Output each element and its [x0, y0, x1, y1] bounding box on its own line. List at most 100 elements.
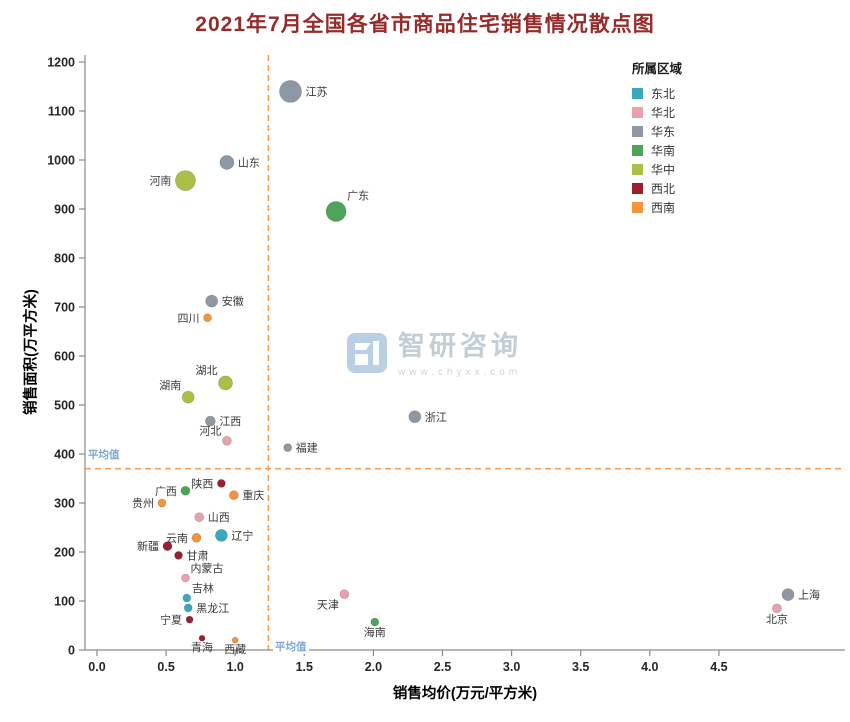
point-label-吉林: 吉林	[192, 581, 214, 595]
y-tick-label: 900	[54, 203, 75, 217]
point-山东	[219, 155, 235, 170]
average-value-label-y: 平均值	[86, 447, 122, 462]
x-tick-label: 2.0	[365, 660, 382, 674]
point-山西	[194, 512, 205, 523]
watermark-url: www.chyxx.com	[398, 366, 522, 378]
point-label-湖南: 湖南	[159, 379, 181, 392]
point-吉林	[182, 593, 192, 603]
point-label-云南: 云南	[166, 532, 188, 545]
point-浙江	[408, 410, 422, 424]
legend-swatch-icon	[632, 107, 643, 118]
point-湖北	[218, 375, 233, 391]
y-tick-label: 800	[54, 252, 75, 266]
y-tick-label: 700	[54, 301, 75, 315]
point-label-四川: 四川	[178, 313, 200, 325]
y-tick-label: 400	[54, 448, 75, 462]
point-四川	[203, 313, 212, 323]
point-重庆	[228, 490, 239, 501]
legend-swatch-icon	[632, 145, 643, 156]
point-福建	[283, 443, 293, 453]
watermark: 智研咨询 www.chyxx.com	[346, 331, 522, 379]
point-label-广东: 广东	[347, 189, 369, 202]
legend-swatch-icon	[632, 126, 643, 137]
point-宁夏	[185, 615, 194, 624]
legend-item-东北: 东北	[632, 84, 682, 103]
legend-item-华北: 华北	[632, 103, 682, 122]
point-label-山东: 山东	[238, 156, 260, 169]
point-内蒙古	[181, 573, 190, 583]
point-安徽	[205, 294, 219, 308]
point-label-湖北: 湖北	[196, 364, 218, 377]
y-tick-label: 1000	[47, 154, 75, 168]
watermark-brand: 智研咨询	[398, 331, 522, 361]
legend-swatch-icon	[632, 202, 643, 213]
point-label-内蒙古: 内蒙古	[190, 561, 223, 575]
x-tick-label: 1.5	[296, 660, 313, 674]
y-tick-label: 100	[54, 595, 75, 609]
point-甘肃	[174, 551, 183, 560]
point-云南	[191, 532, 202, 543]
watermark-text: 智研咨询 www.chyxx.com	[398, 331, 522, 378]
legend-item-西北: 西北	[632, 179, 682, 198]
legend-items: 东北华北华东华南华中西北西南	[632, 84, 682, 217]
point-label-河南: 河南	[149, 175, 171, 188]
legend: 所属区域 东北华北华东华南华中西北西南	[632, 58, 682, 217]
point-辽宁	[214, 528, 228, 542]
legend-swatch-icon	[632, 183, 643, 194]
point-陕西	[216, 478, 226, 488]
point-label-上海: 上海	[798, 588, 820, 602]
point-label-北京: 北京	[766, 612, 788, 626]
legend-label: 东北	[651, 87, 676, 101]
point-贵州	[157, 498, 167, 508]
point-label-福建: 福建	[296, 441, 318, 455]
x-tick-label: 0.0	[88, 660, 105, 674]
point-label-贵州: 贵州	[132, 497, 154, 510]
point-江西	[204, 415, 216, 427]
average-value-label-x: 平均值	[273, 639, 309, 654]
point-label-安徽: 安徽	[222, 294, 244, 308]
legend-item-华中: 华中	[632, 160, 682, 179]
point-天津	[339, 589, 350, 600]
y-tick-label: 600	[54, 350, 75, 364]
legend-item-华东: 华东	[632, 122, 682, 141]
y-axis-title: 销售面积(万平方米)	[23, 289, 40, 415]
point-广东	[325, 201, 347, 222]
point-label-河北: 河北	[199, 424, 221, 437]
point-label-浙江: 浙江	[425, 411, 447, 424]
point-label-青海: 青海	[191, 640, 213, 654]
legend-title: 所属区域	[632, 62, 683, 76]
x-tick-label: 3.0	[503, 660, 520, 674]
x-tick-label: 2.5	[434, 660, 451, 674]
x-tick-label: 4.0	[641, 660, 658, 674]
point-上海	[781, 588, 795, 602]
legend-swatch-icon	[632, 88, 643, 99]
point-海南	[370, 617, 380, 627]
chart-title: 2021年7月全国各省市商品住宅销售情况散点图	[195, 13, 655, 36]
point-label-陕西: 陕西	[191, 476, 213, 490]
point-河南	[175, 170, 196, 191]
point-湖南	[181, 390, 195, 404]
legend-label: 华南	[651, 144, 676, 158]
point-黑龙江	[183, 603, 193, 613]
x-tick-label: 3.5	[572, 660, 589, 674]
x-tick-label: 0.5	[157, 660, 174, 674]
y-tick-label: 1100	[48, 105, 75, 119]
x-tick-label: 4.5	[710, 660, 727, 674]
point-北京	[772, 603, 782, 614]
y-tick-label: 1200	[47, 56, 75, 70]
legend-label: 西北	[651, 182, 676, 196]
legend-label: 西南	[651, 201, 676, 215]
point-label-宁夏: 宁夏	[160, 613, 182, 627]
y-tick-label: 200	[54, 546, 75, 560]
legend-item-华南: 华南	[632, 141, 682, 160]
y-tick-label: 300	[54, 497, 75, 511]
point-label-广西: 广西	[155, 485, 177, 498]
point-label-黑龙江: 黑龙江	[196, 602, 229, 615]
legend-label: 华中	[651, 163, 676, 177]
y-tick-label: 500	[54, 399, 75, 413]
legend-label: 华北	[651, 106, 676, 120]
point-label-海南: 海南	[364, 625, 386, 639]
legend-label: 华东	[651, 125, 676, 139]
